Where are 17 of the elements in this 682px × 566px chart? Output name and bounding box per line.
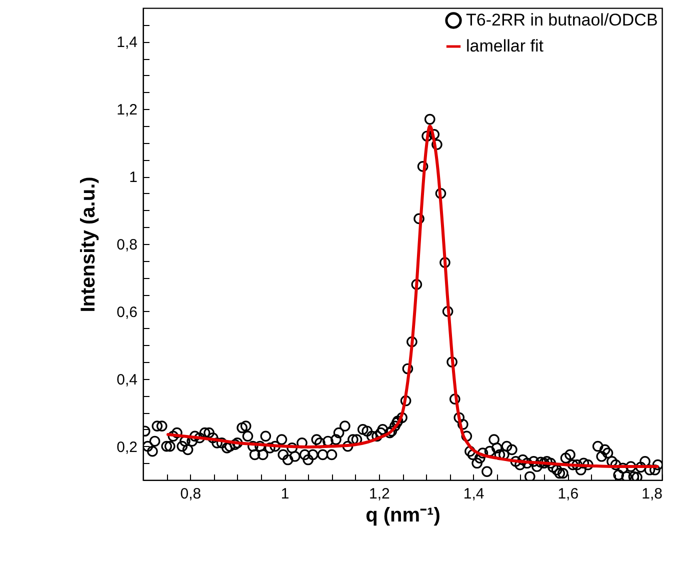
y-tick-label: 0,8	[116, 236, 138, 254]
x-tick-label: 1,4	[463, 486, 484, 502]
x-axis-title: q (nm⁻¹)	[366, 504, 440, 526]
y-tick-label: 1,2	[116, 102, 138, 119]
legend-label: T6-2RR in butnaol/ODCB	[466, 10, 658, 30]
legend-label: lamellar fit	[466, 36, 544, 56]
y-tick-label: 0,4	[116, 371, 138, 388]
y-tick-label: 1,4	[116, 34, 138, 52]
x-tick-label: 1,6	[558, 486, 579, 502]
x-tick-label: 1,8	[642, 486, 662, 502]
x-tick-label: 1	[280, 486, 290, 502]
x-tick-label: 0,8	[180, 486, 202, 502]
x-tick-label: 1,2	[368, 486, 390, 502]
y-tick-label: 0,6	[116, 304, 138, 321]
y-axis-title: Intensity (a.u.)	[78, 176, 100, 312]
y-tick-label: 1	[129, 169, 138, 186]
y-tick-label: 0,2	[116, 438, 138, 456]
